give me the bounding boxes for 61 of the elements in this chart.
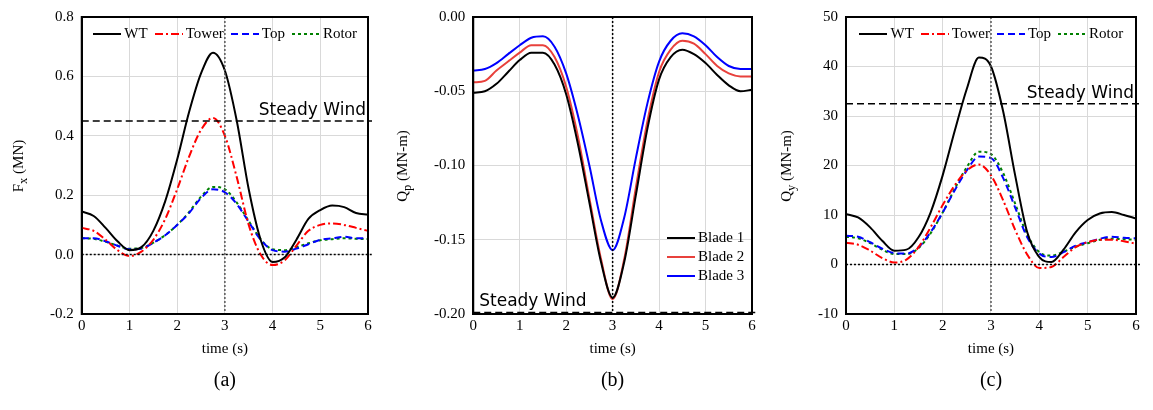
y-tick-label: 0.8 (55, 7, 74, 24)
x-axis-title: time (s) (201, 339, 248, 357)
y-tick-label: 0.00 (439, 7, 466, 24)
legend-label: Blade 3 (698, 267, 745, 284)
ref-line-label: Steady Wind (258, 98, 366, 119)
x-tick-label: 0 (842, 316, 850, 333)
x-axis-title: time (s) (967, 339, 1015, 357)
x-tick-label: 1 (125, 316, 134, 333)
y-tick-label: 0.6 (55, 67, 75, 84)
x-tick-label: 0 (78, 316, 86, 333)
y-tick-label: -10 (818, 304, 838, 321)
x-tick-label: 5 (316, 316, 325, 333)
y-tick-label: -0.2 (50, 304, 74, 321)
x-tick-label: 3 (221, 316, 229, 333)
x-tick-label: 2 (938, 316, 947, 333)
y-tick-label: 10 (823, 205, 838, 222)
y-tick-label: 40 (823, 57, 838, 74)
x-tick-label: 4 (268, 316, 277, 333)
legend-label: WT (124, 25, 148, 42)
legend-label: WT (890, 25, 914, 42)
ref-line-label: Steady Wind (479, 290, 587, 311)
y-tick-label: -0.10 (434, 156, 466, 173)
text: (c) (978, 368, 1004, 391)
y-tick-label: 0.4 (55, 126, 75, 143)
y-tick-label: 20 (823, 156, 838, 173)
legend-label: Top (1027, 25, 1052, 42)
x-tick-label: 1 (515, 316, 524, 333)
y-tick-label: -0.20 (434, 304, 466, 321)
y-tick-label: 0 (830, 255, 838, 272)
y-tick-label: 30 (823, 106, 838, 123)
ref-line-label: Steady Wind (1026, 81, 1134, 102)
legend-label: Rotor (322, 25, 358, 42)
y-tick-label: 50 (823, 7, 838, 24)
x-tick-label: 4 (1035, 316, 1044, 333)
x-tick-label: 3 (608, 316, 617, 333)
y-tick-label: 0.0 (55, 245, 74, 262)
legend-label: Top (261, 25, 285, 42)
y-tick-label: -0.05 (434, 82, 466, 99)
x-tick-label: 2 (562, 316, 570, 333)
x-tick-label: 3 (987, 316, 995, 333)
legend-label: Blade 2 (698, 248, 745, 265)
legend-label: Rotor (1089, 25, 1124, 42)
legend-label: Tower (951, 25, 990, 42)
x-tick-label: 6 (748, 316, 757, 333)
x-tick-label: 5 (1083, 316, 1092, 333)
legend-label: Tower (185, 25, 224, 42)
x-tick-label: 1 (890, 316, 899, 333)
text: (b) (599, 368, 626, 391)
x-tick-label: 6 (364, 316, 373, 333)
y-tick-label: -0.15 (434, 230, 466, 247)
x-tick-label: 4 (655, 316, 664, 333)
x-tick-label: 2 (173, 316, 181, 333)
line-series (846, 163, 1136, 269)
legend-label: Blade 1 (698, 229, 745, 246)
text: (a) (212, 368, 237, 391)
line-series (473, 32, 752, 252)
x-tick-label: 5 (701, 316, 710, 333)
y-tick-label: 0.2 (55, 186, 74, 203)
x-tick-label: 0 (469, 316, 477, 333)
x-axis-title: time (s) (589, 339, 636, 357)
x-tick-label: 6 (1132, 316, 1141, 333)
